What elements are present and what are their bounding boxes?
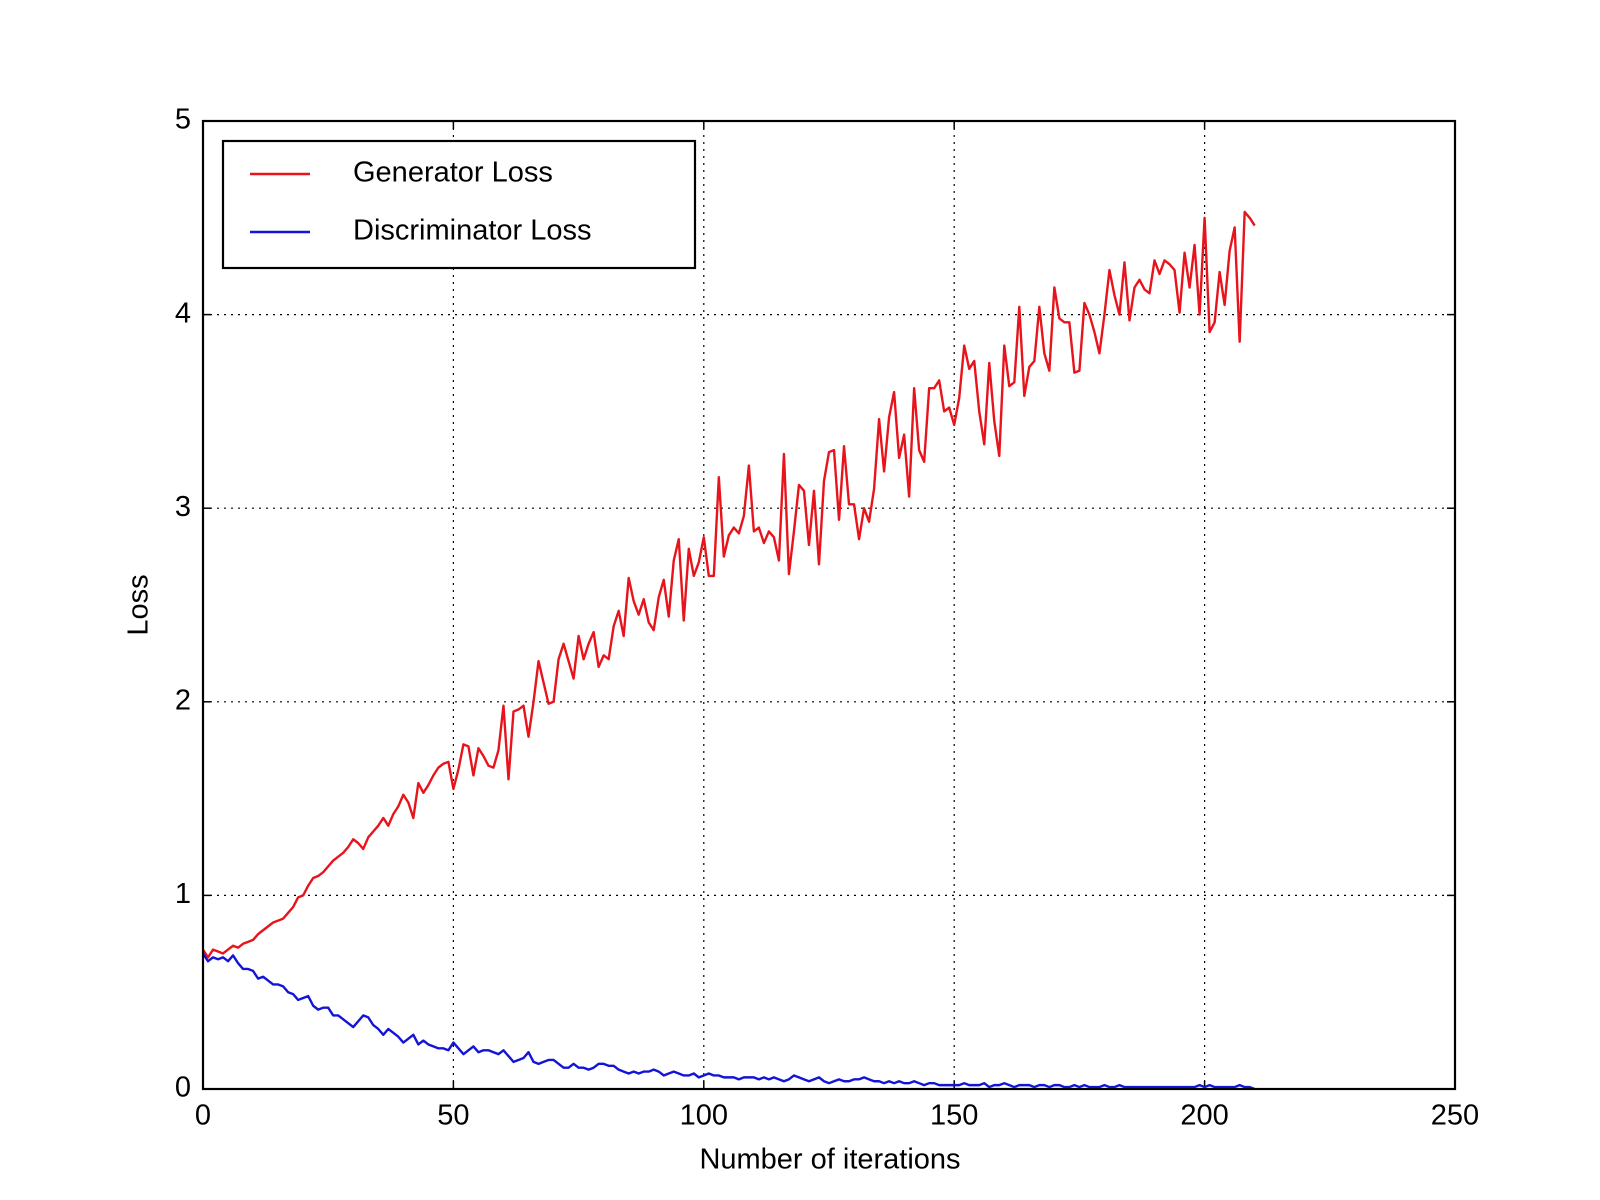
x-tick-label: 0: [195, 1100, 211, 1132]
x-tick-label: 50: [437, 1100, 469, 1132]
legend-label: Generator Loss: [353, 157, 553, 189]
y-tick-label: 4: [175, 297, 191, 329]
x-tick-label: 100: [680, 1100, 728, 1132]
y-axis-label: Loss: [123, 574, 155, 635]
line-series: [201, 210, 1256, 959]
y-tick-label: 1: [175, 878, 191, 910]
legend-label: Discriminator Loss: [353, 215, 592, 247]
y-tick-label: 0: [175, 1072, 191, 1104]
x-axis-label: Number of iterations: [699, 1144, 960, 1176]
line-series: [201, 952, 1256, 1091]
x-tick-label: 150: [930, 1100, 978, 1132]
y-tick-label: 3: [175, 491, 191, 523]
x-tick-label: 200: [1180, 1100, 1228, 1132]
y-tick-label: 2: [175, 684, 191, 716]
y-tick-label: 5: [175, 104, 191, 136]
legend-box: [221, 139, 697, 270]
plot-frame: [201, 119, 1457, 1091]
x-tick-label: 250: [1431, 1100, 1479, 1132]
